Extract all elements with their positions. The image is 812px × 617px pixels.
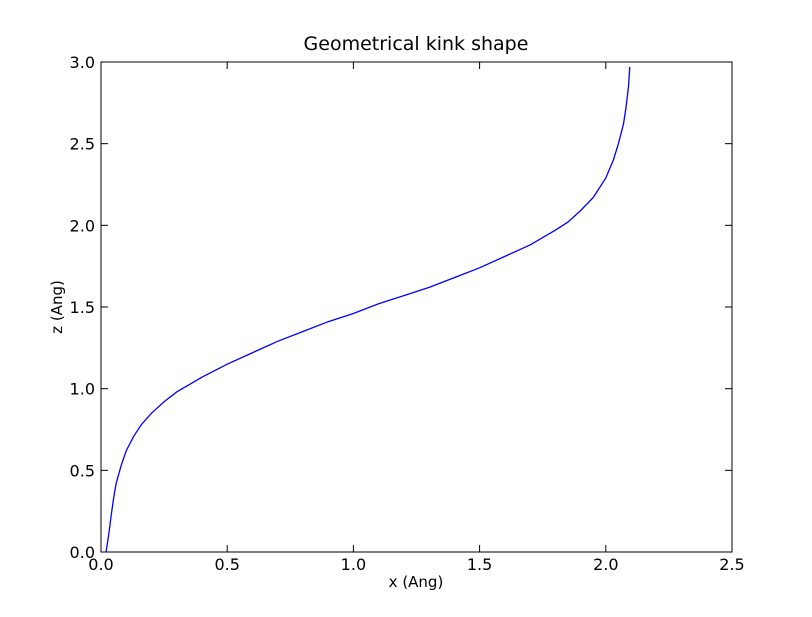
x-tick-label: 2.5 xyxy=(719,555,744,574)
y-tick-label: 0.0 xyxy=(70,543,95,562)
x-tick-label: 0.0 xyxy=(88,555,113,574)
y-axis-label: z (Ang) xyxy=(48,280,66,334)
chart-title: Geometrical kink shape xyxy=(304,33,529,55)
x-axis: 0.0 0.5 1.0 1.5 2.0 2.5 xyxy=(88,62,745,574)
y-tick-label: 2.5 xyxy=(70,135,95,154)
series-layer xyxy=(105,66,631,553)
y-tick-label: 2.0 xyxy=(70,216,95,235)
y-tick-label: 3.0 xyxy=(70,53,95,72)
x-tick-label: 1.0 xyxy=(341,555,366,574)
y-tick-label: 1.5 xyxy=(70,298,95,317)
x-axis-label: x (Ang) xyxy=(389,573,444,591)
x-tick-label: 2.0 xyxy=(593,555,618,574)
y-axis: 0.0 0.5 1.0 1.5 2.0 2.5 3.0 xyxy=(70,53,732,562)
x-tick-label: 0.5 xyxy=(214,555,239,574)
y-tick-label: 1.0 xyxy=(70,380,95,399)
plot-area xyxy=(100,61,733,553)
y-tick-label: 0.5 xyxy=(70,461,95,480)
x-tick-label: 1.5 xyxy=(467,555,492,574)
series-line xyxy=(105,66,631,553)
